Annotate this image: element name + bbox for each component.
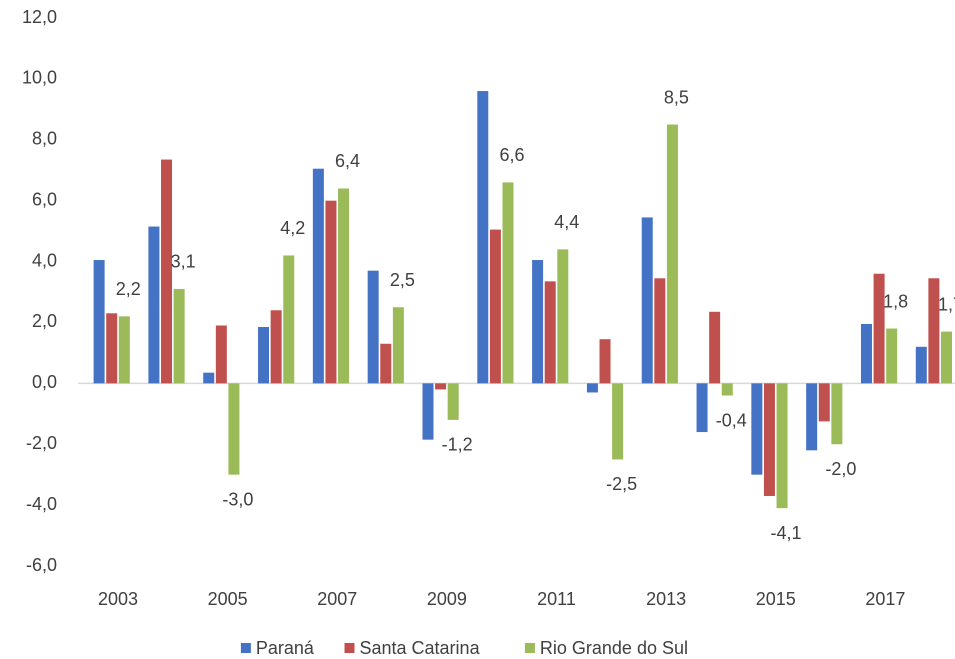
bar — [599, 339, 611, 384]
legend-swatch — [240, 643, 251, 653]
y-tick-label: 0,0 — [32, 372, 57, 392]
bar — [367, 270, 379, 384]
bar — [831, 383, 843, 445]
bar — [118, 316, 130, 384]
bar — [93, 260, 105, 384]
bar — [502, 182, 514, 384]
y-tick-label: 8,0 — [32, 129, 57, 149]
bar — [928, 278, 940, 384]
bar — [392, 307, 404, 384]
bar — [696, 383, 708, 433]
bar — [860, 323, 872, 384]
legend-label: Rio Grande do Sul — [540, 638, 688, 658]
bar — [654, 278, 666, 384]
legend-label: Santa Catarina — [360, 638, 481, 658]
bar — [148, 226, 160, 384]
bar — [270, 310, 282, 384]
bar — [477, 91, 489, 384]
y-tick-label: 10,0 — [22, 68, 57, 88]
x-tick-label: 2007 — [317, 589, 357, 609]
y-tick-label: -2,0 — [26, 433, 57, 453]
y-tick-label: 12,0 — [22, 7, 57, 27]
data-label: 1,8 — [883, 291, 908, 311]
bar — [709, 311, 721, 384]
legend-label: Paraná — [256, 638, 315, 658]
data-label: -2,5 — [606, 474, 637, 494]
x-tick-label: 2005 — [208, 589, 248, 609]
y-tick-label: 2,0 — [32, 311, 57, 331]
bar — [806, 383, 818, 451]
data-label: 6,6 — [499, 145, 524, 165]
y-tick-label: 4,0 — [32, 250, 57, 270]
data-label: 3,1 — [171, 252, 196, 272]
data-label: -1,2 — [442, 435, 473, 455]
x-tick-label: 2003 — [98, 589, 138, 609]
bar — [380, 343, 392, 384]
bar — [325, 200, 337, 384]
bar — [544, 281, 556, 384]
bar — [489, 229, 501, 384]
y-tick-label: -4,0 — [26, 494, 57, 514]
legend-swatch — [344, 643, 355, 653]
bar — [641, 217, 653, 384]
y-tick-label: -6,0 — [26, 555, 57, 575]
bar — [228, 383, 240, 475]
bar — [776, 383, 788, 509]
bar — [886, 328, 898, 384]
bar — [915, 346, 927, 384]
bar — [338, 188, 350, 384]
data-label: 1,7 — [938, 294, 955, 314]
bar — [312, 168, 324, 384]
data-label: 2,5 — [390, 270, 415, 290]
data-label: 4,2 — [280, 218, 305, 238]
data-label: -3,0 — [222, 489, 253, 509]
bar — [106, 313, 118, 384]
bar — [173, 288, 185, 384]
bar — [818, 383, 830, 422]
bar — [161, 159, 173, 384]
bar — [422, 383, 434, 440]
x-tick-label: 2009 — [427, 589, 467, 609]
bar — [873, 273, 885, 384]
x-tick-label: 2015 — [756, 589, 796, 609]
x-tick-label: 2013 — [646, 589, 686, 609]
data-label: -4,1 — [771, 523, 802, 543]
data-label: 6,4 — [335, 151, 360, 171]
legend-swatch — [524, 643, 535, 653]
bar — [258, 327, 270, 384]
bar — [763, 383, 775, 496]
bar — [215, 325, 227, 384]
y-tick-label: 6,0 — [32, 189, 57, 209]
data-label: 2,2 — [116, 279, 141, 299]
bar — [203, 372, 215, 384]
data-label: -0,4 — [716, 410, 747, 430]
bar — [721, 383, 733, 396]
x-tick-label: 2017 — [865, 589, 905, 609]
bar — [666, 124, 678, 384]
bar — [557, 249, 569, 384]
bar — [435, 383, 447, 390]
bar — [612, 383, 624, 460]
bar — [940, 331, 952, 384]
x-tick-label: 2011 — [537, 589, 576, 609]
data-label: 4,4 — [554, 212, 579, 232]
bar — [447, 383, 459, 420]
bar — [532, 260, 544, 384]
bar — [751, 383, 763, 475]
bar — [586, 383, 598, 393]
bar — [283, 255, 295, 384]
data-label: -2,0 — [825, 459, 856, 479]
data-label: 8,5 — [664, 87, 689, 107]
